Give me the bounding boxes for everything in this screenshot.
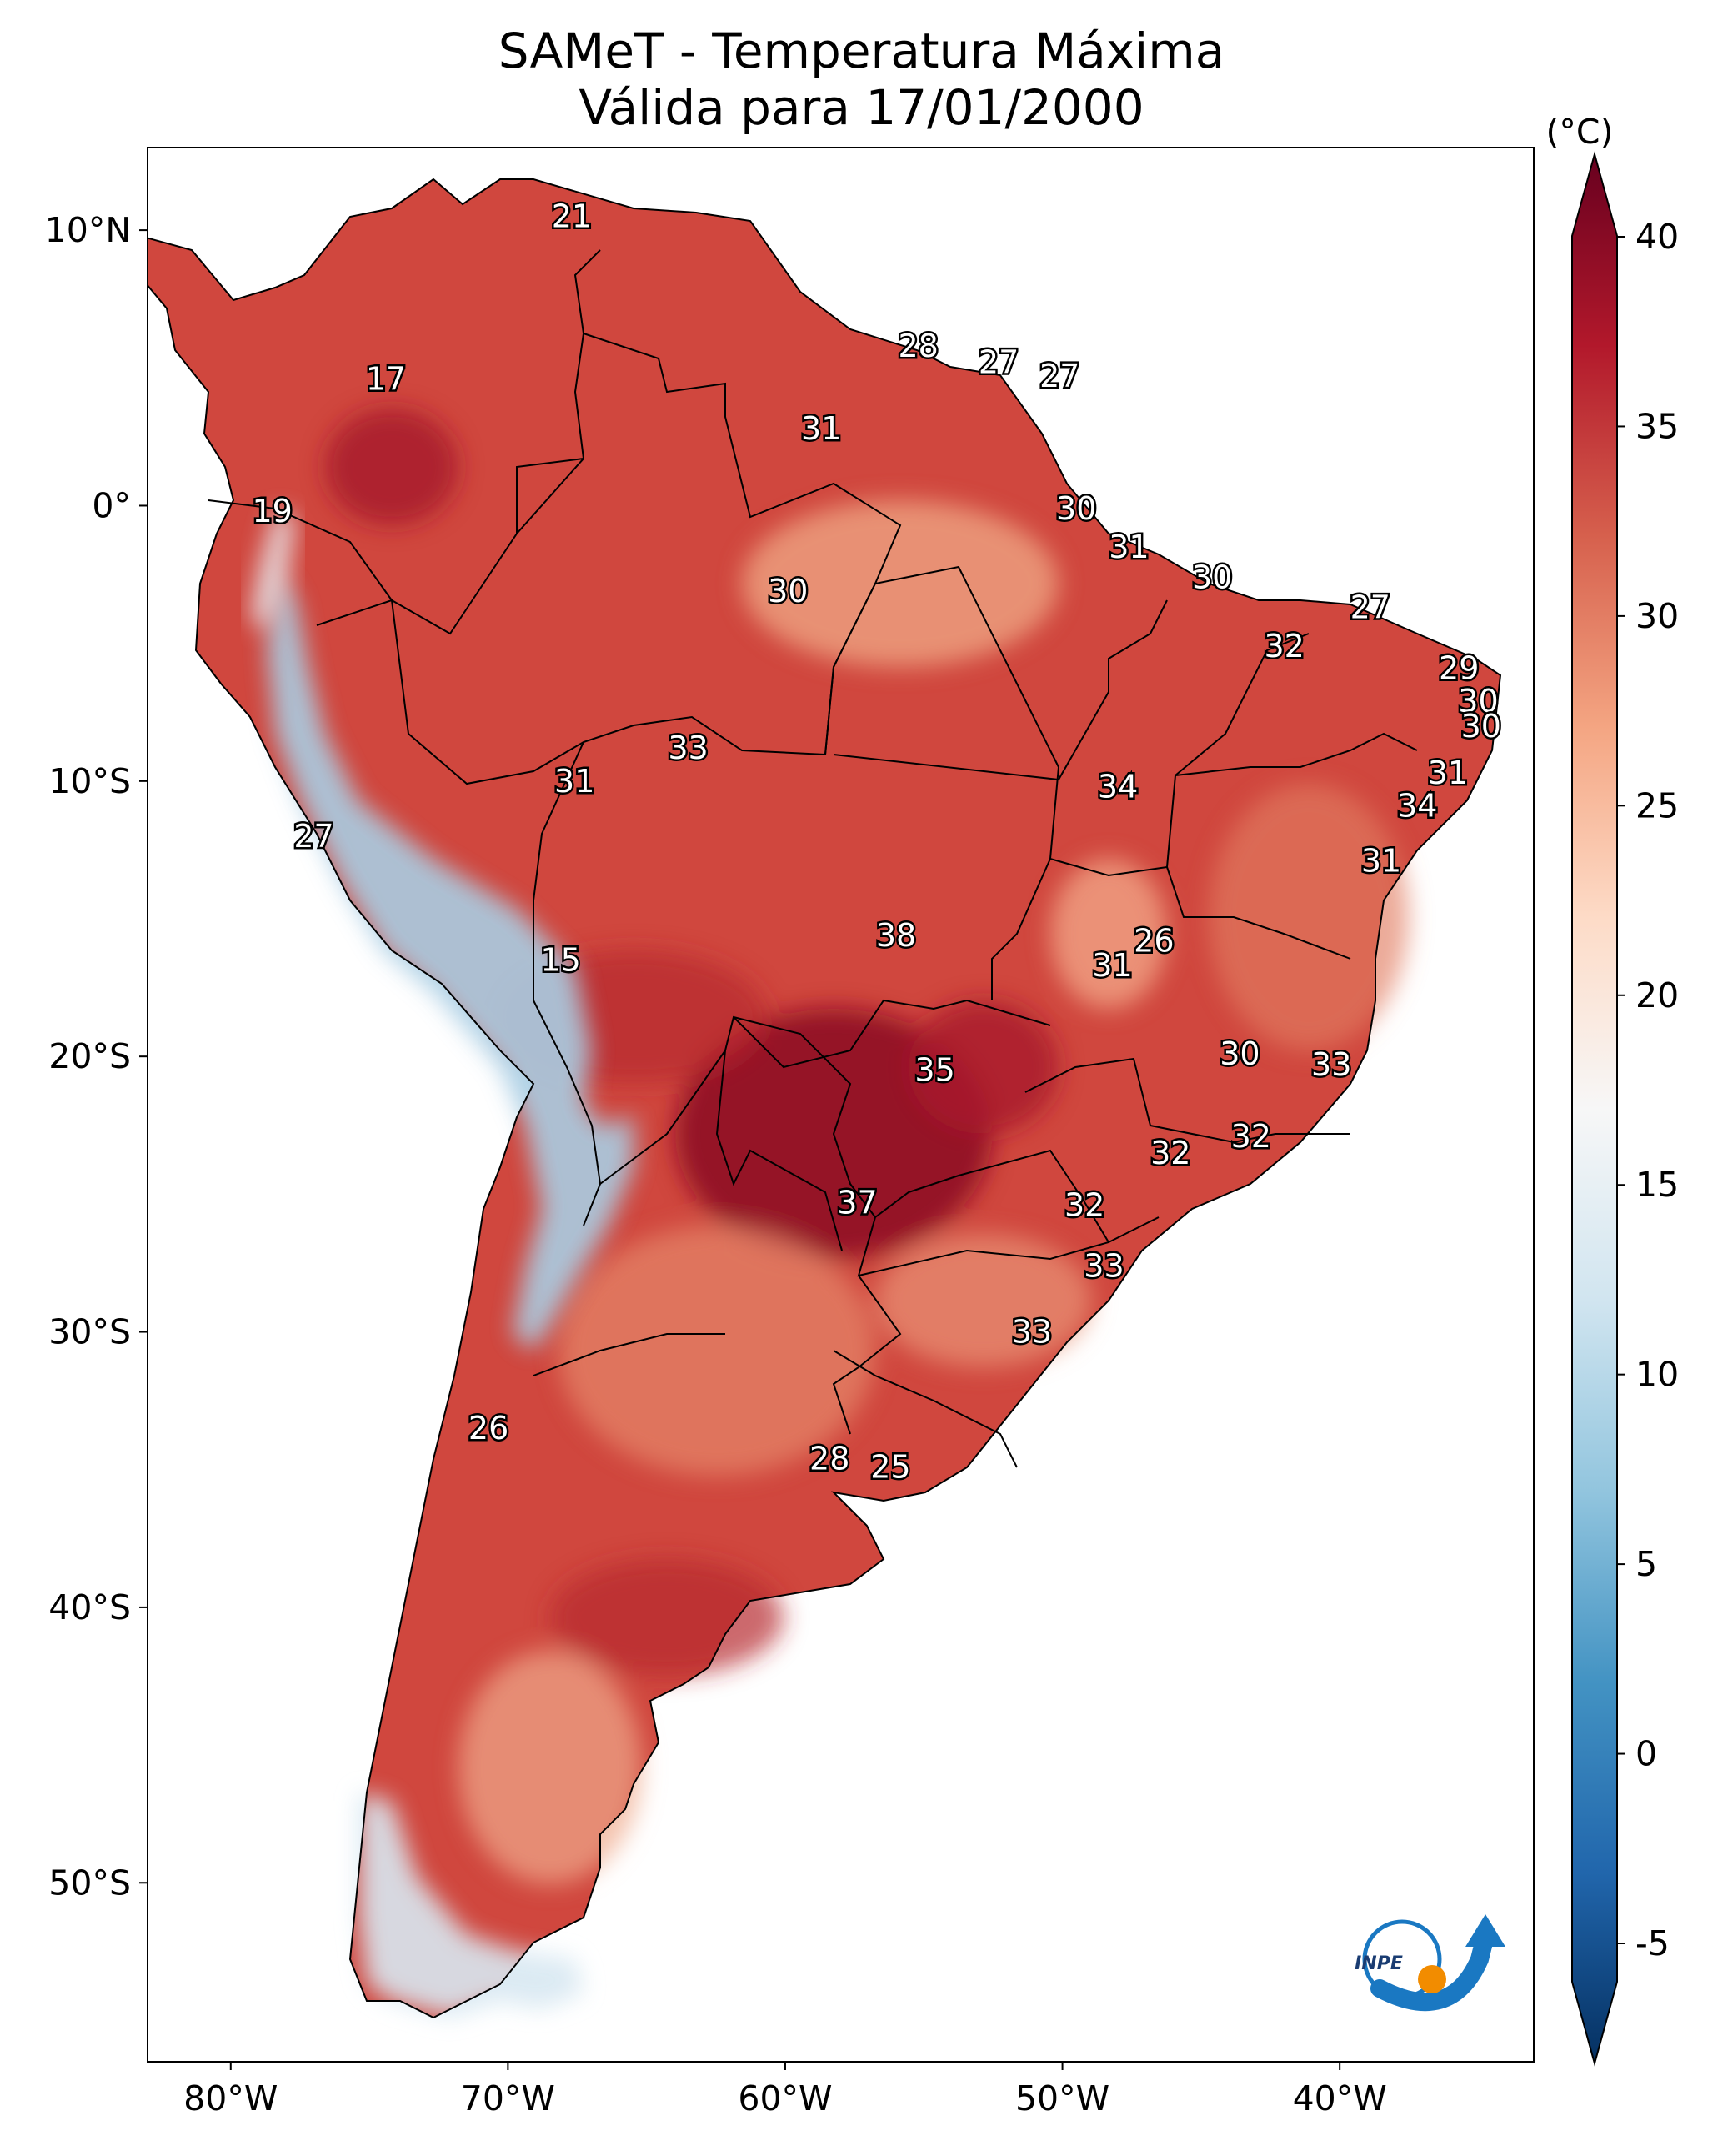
station-value: 34	[1098, 768, 1138, 805]
logo-swoosh	[1370, 1933, 1493, 2012]
lon-tick-label: 80°W	[183, 2078, 278, 2118]
station-value: 15	[540, 942, 580, 979]
map-content	[148, 178, 1502, 2019]
lat-tick-label: 30°S	[48, 1312, 131, 1352]
patagonia-cold-zone	[358, 1792, 584, 2018]
lon-tick-label: 40°W	[1293, 2078, 1387, 2118]
colorbar-tick-label: 20	[1635, 975, 1679, 1015]
station-value: 33	[1012, 1314, 1052, 1351]
station-value: 27	[293, 818, 333, 855]
station-value: 31	[1428, 755, 1468, 791]
lon-tick-label: 70°W	[461, 2078, 555, 2118]
station-value: 26	[1134, 922, 1174, 959]
station-value: 35	[914, 1052, 954, 1089]
station-value: 19	[252, 493, 292, 529]
station-value: 29	[1439, 649, 1479, 686]
logo-text: INPE	[1355, 1953, 1403, 1974]
cool-zone-northeast-amazon	[742, 500, 1059, 667]
latitude-axis: 10°N 0° 10°S 20°S 30°S 40°S 50°S	[45, 210, 148, 1903]
lat-tick-label: 10°S	[48, 761, 131, 801]
map-title: SAMeT - Temperatura Máxima	[498, 23, 1225, 79]
station-value: 32	[1231, 1118, 1271, 1155]
lat-tick-label: 50°S	[48, 1863, 131, 1903]
cool-zone-rio-grande	[875, 1234, 1092, 1367]
station-value: 33	[1084, 1247, 1124, 1284]
lat-tick-label: 40°S	[48, 1587, 131, 1627]
colorbar-unit-label: (°C)	[1545, 112, 1613, 152]
station-value: 21	[552, 198, 592, 235]
station-value: 33	[1311, 1046, 1351, 1083]
station-value: 30	[1192, 559, 1232, 595]
station-value: 25	[870, 1448, 910, 1485]
colorbar-tick-label: 10	[1635, 1355, 1679, 1395]
colorbar-tick-label: 40	[1635, 217, 1679, 257]
colorbar-tick-label: 0	[1635, 1734, 1657, 1774]
map-subtitle: Válida para 17/01/2000	[579, 79, 1144, 136]
station-value: 32	[1150, 1135, 1190, 1171]
lat-tick-label: 10°N	[45, 210, 131, 250]
lon-tick-label: 50°W	[1015, 2078, 1109, 2118]
colorbar-tick-label: 35	[1635, 406, 1679, 446]
ecuador-cold-zone	[250, 509, 296, 634]
warm-zone-colombia	[325, 409, 458, 525]
station-value: 31	[1361, 843, 1401, 880]
station-value: 30	[1458, 683, 1498, 720]
station-value: 30	[1056, 490, 1096, 527]
lat-tick-label: 20°S	[48, 1036, 131, 1076]
station-value: 32	[1264, 628, 1304, 664]
colorbar-tick-label: 25	[1635, 785, 1679, 825]
station-value: 28	[898, 328, 938, 364]
colorbar-tick-label: -5	[1635, 1923, 1670, 1963]
warm-zone-patagonia-north	[550, 1559, 784, 1676]
station-value: 26	[468, 1410, 508, 1447]
station-value: 31	[554, 763, 594, 800]
colorbar-ticks: -5 0 5 10 15 20 25 30 35 40	[1617, 217, 1679, 1963]
cool-zone-bahia	[1209, 784, 1409, 1050]
station-value: 17	[366, 361, 406, 398]
colorbar-bar	[1571, 151, 1618, 2067]
lat-tick-label: 0°	[92, 485, 131, 525]
station-value: 30	[768, 573, 808, 609]
station-value: 31	[801, 410, 841, 447]
station-value: 28	[809, 1441, 849, 1477]
station-value: 33	[668, 730, 708, 766]
cool-zone-pampas	[558, 1226, 875, 1476]
station-value: 37	[837, 1184, 877, 1221]
colorbar-tick-label: 30	[1635, 596, 1679, 636]
map-frame	[147, 147, 1535, 2063]
station-value: 31	[1092, 947, 1132, 984]
station-value: 27	[1350, 589, 1390, 626]
station-value: 32	[1064, 1187, 1104, 1224]
andes-cold-zone	[267, 575, 634, 1351]
station-value: 27	[979, 344, 1019, 381]
station-value: 34	[1397, 788, 1437, 825]
inpe-logo: INPE	[1355, 1914, 1505, 2012]
station-value: 30	[1220, 1035, 1260, 1072]
longitude-axis: 80°W 70°W 60°W 50°W 40°W	[183, 2062, 1387, 2118]
station-value: 30	[1461, 708, 1501, 745]
station-value: 27	[1039, 358, 1079, 394]
station-value: 38	[876, 917, 916, 954]
warm-zone-mato-grosso	[909, 1000, 1059, 1134]
colorbar: -5 0 5 10 15 20 25 30 35 40 (°C)	[1545, 112, 1679, 2067]
colorbar-tick-label: 15	[1635, 1165, 1679, 1205]
cool-zone-patagonia-south	[458, 1651, 642, 1884]
logo-arrow-icon	[1465, 1914, 1505, 1947]
lon-tick-label: 60°W	[738, 2078, 832, 2118]
station-value: 31	[1109, 529, 1149, 565]
cool-zone-brasilia	[1050, 859, 1167, 1009]
political-borders	[148, 178, 1502, 2019]
logo-orange-dot	[1418, 1965, 1446, 1993]
colorbar-tick-label: 5	[1635, 1544, 1657, 1584]
